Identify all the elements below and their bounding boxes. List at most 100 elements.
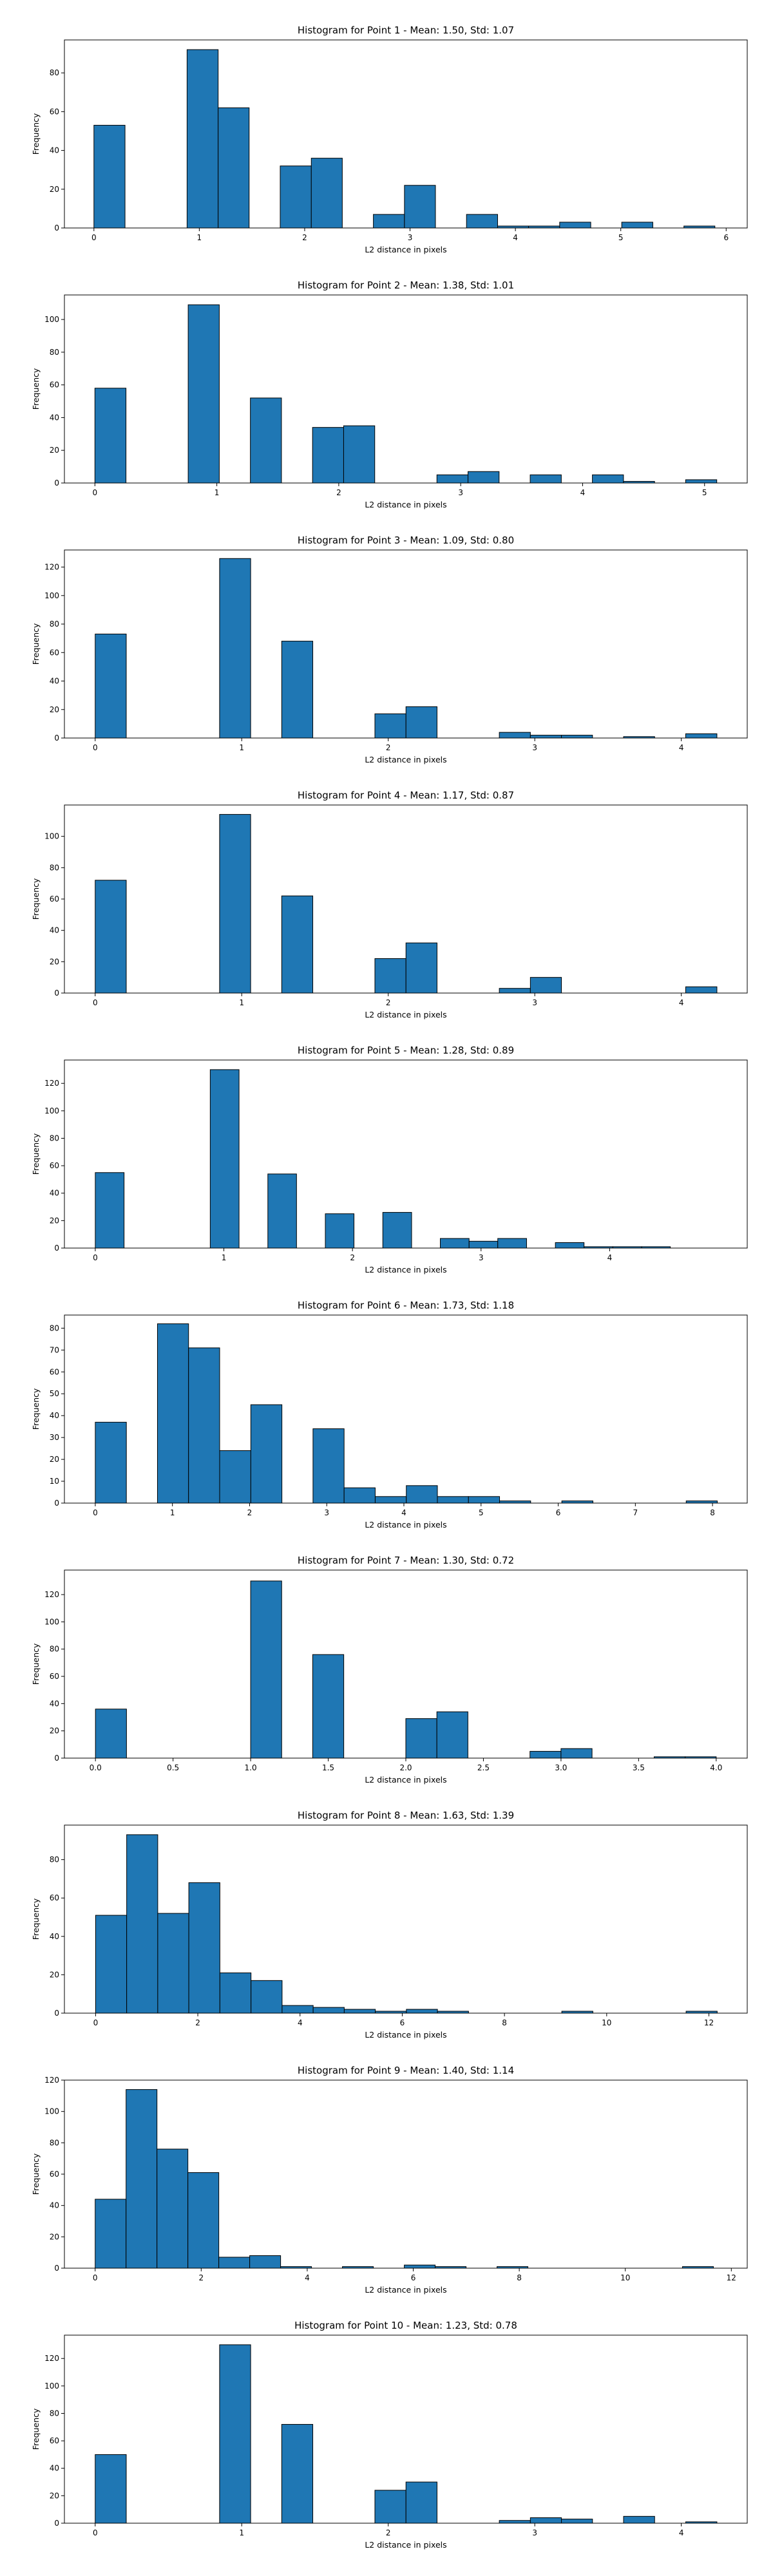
y-tick-label: 50	[50, 1389, 59, 1398]
y-axis-label: Frequency	[31, 1643, 41, 1685]
x-axis-label: L2 distance in pixels	[365, 245, 446, 254]
histogram-bar	[439, 1238, 470, 1249]
x-axis-label: L2 distance in pixels	[365, 755, 446, 764]
plot-frame	[64, 1059, 748, 1249]
y-tick-label: 40	[50, 1932, 59, 1941]
x-tick-label: 8	[517, 2273, 522, 2282]
chart-title: Histogram for Point 10 - Mean: 1.23, Std…	[294, 2320, 517, 2331]
histogram-bar	[404, 185, 436, 229]
x-tick-label: 4	[679, 2528, 684, 2537]
histogram-bar	[282, 2005, 314, 2014]
histogram-panel-10: Histogram for Point 10 - Mean: 1.23, Std…	[31, 2320, 748, 2550]
histogram-bar	[312, 1654, 345, 1759]
x-tick-label: 3	[532, 2528, 537, 2537]
plot-frame	[64, 294, 748, 484]
x-tick-label: 4	[513, 233, 518, 242]
histogram-bar	[219, 814, 251, 994]
y-tick-label: 60	[50, 895, 59, 904]
y-tick-label: 80	[50, 1323, 59, 1332]
histogram-bar	[312, 427, 344, 484]
histogram-bar	[685, 733, 718, 739]
histogram-bar	[382, 1212, 412, 1249]
y-tick-label: 0	[54, 478, 59, 488]
histogram-bar	[95, 634, 127, 739]
x-tick-label: 3	[458, 488, 463, 497]
y-tick-label: 20	[50, 1727, 59, 1736]
x-tick-label: 10	[602, 2018, 611, 2027]
x-tick-label: 2	[386, 743, 391, 752]
histogram-bar	[499, 1501, 531, 1504]
histogram-bar	[280, 166, 312, 229]
histogram-bar	[497, 1238, 527, 1249]
y-axis-label: Frequency	[31, 1388, 41, 1430]
y-tick-label: 100	[44, 315, 59, 324]
x-tick-label: 1	[215, 488, 220, 497]
x-tick-label: 1	[239, 998, 244, 1007]
histogram-bar	[373, 214, 405, 229]
x-tick-label: 2	[386, 2528, 391, 2537]
y-tick-label: 80	[50, 620, 59, 629]
x-tick-label: 2	[386, 998, 391, 1007]
histogram-bar	[623, 2515, 655, 2524]
histogram-bars	[95, 1834, 718, 2014]
x-tick-label: 6	[400, 2018, 405, 2027]
histogram-bars	[95, 1069, 671, 1249]
y-tick-label: 60	[50, 2436, 59, 2445]
y-tick-label: 120	[44, 563, 59, 572]
y-tick-label: 40	[50, 926, 59, 935]
chart-title: Histogram for Point 7 - Mean: 1.30, Std:…	[298, 1555, 514, 1566]
histogram-bar	[406, 1485, 438, 1504]
histogram-bar	[188, 1882, 220, 2014]
x-tick-label: 1	[170, 1508, 175, 1517]
x-tick-label: 4	[401, 1508, 406, 1517]
histogram-bar	[187, 2172, 220, 2269]
y-axis-label: Frequency	[31, 2153, 41, 2195]
histogram-bar	[468, 471, 500, 484]
y-tick-label: 0	[54, 989, 59, 998]
histogram-bar	[406, 2009, 438, 2014]
x-tick-label: 4	[580, 488, 586, 497]
histogram-bar	[499, 2520, 531, 2524]
histogram-bar	[157, 1323, 189, 1504]
histogram-bar	[281, 2424, 314, 2524]
histogram-bar	[559, 222, 591, 229]
chart-title: Histogram for Point 8 - Mean: 1.63, Std:…	[298, 1810, 514, 1821]
x-axis-label: L2 distance in pixels	[365, 2540, 446, 2550]
histogram-panel-4: Histogram for Point 4 - Mean: 1.17, Std:…	[31, 790, 748, 1019]
histogram-bar	[437, 1496, 469, 1504]
x-tick-label: 0	[93, 998, 98, 1007]
y-tick-label: 0	[54, 223, 59, 232]
histogram-bar	[685, 1501, 718, 1504]
histogram-bar	[404, 2264, 436, 2269]
x-tick-label: 1	[222, 1253, 227, 1262]
x-tick-label: 0	[93, 1508, 98, 1517]
x-tick-label: 0	[93, 2528, 98, 2537]
histogram-bar	[94, 388, 127, 484]
y-tick-label: 20	[50, 957, 59, 966]
x-axis-label: L2 distance in pixels	[365, 1520, 446, 1530]
histogram-panel-5: Histogram for Point 5 - Mean: 1.28, Std:…	[31, 1045, 748, 1274]
x-tick-label: 4.0	[710, 1763, 722, 1772]
y-tick-label: 40	[50, 1189, 59, 1198]
histogram-bar	[250, 397, 282, 484]
x-tick-label: 6	[411, 2273, 416, 2282]
x-tick-label: 4	[607, 1253, 613, 1262]
plot-frame	[64, 1314, 748, 1504]
y-tick-label: 20	[50, 2232, 59, 2241]
y-tick-label: 100	[44, 2107, 59, 2116]
histogram-bar	[186, 49, 219, 229]
y-tick-label: 100	[44, 832, 59, 841]
y-tick-label: 20	[50, 446, 59, 455]
y-tick-label: 0	[54, 1499, 59, 1508]
histogram-bars	[95, 1323, 718, 1504]
histogram-bar	[219, 2344, 251, 2524]
y-tick-label: 20	[50, 1970, 59, 1979]
x-tick-label: 1.5	[322, 1763, 334, 1772]
y-tick-label: 60	[50, 1893, 59, 1902]
chart-title: Histogram for Point 5 - Mean: 1.28, Std:…	[298, 1045, 514, 1056]
histogram-bar	[312, 1428, 345, 1504]
x-tick-label: 1.0	[245, 1763, 257, 1772]
y-tick-label: 40	[50, 2201, 59, 2210]
x-tick-label: 3	[532, 998, 537, 1007]
